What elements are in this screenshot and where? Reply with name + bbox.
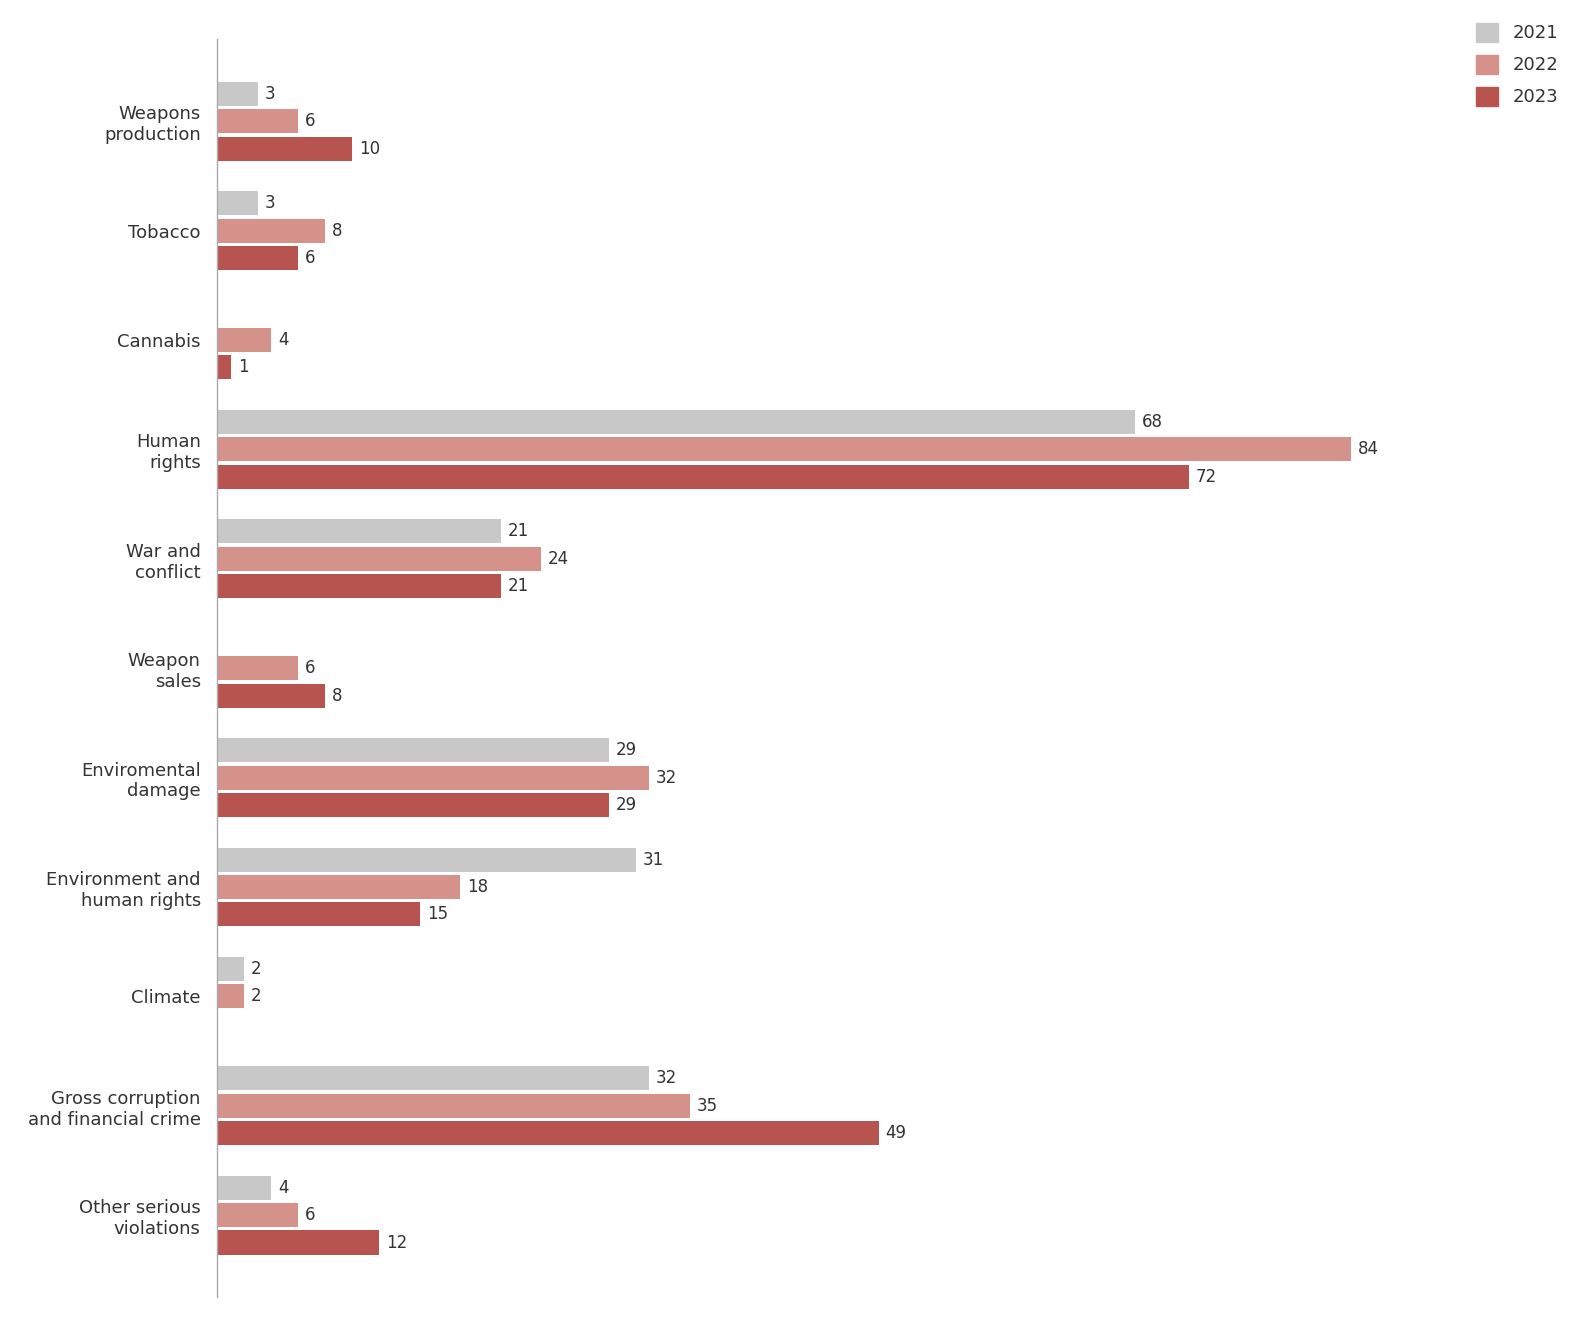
Text: 15: 15 xyxy=(426,905,448,924)
Legend: 2021, 2022, 2023: 2021, 2022, 2023 xyxy=(1477,23,1558,106)
Bar xyxy=(217,848,636,872)
Text: 72: 72 xyxy=(1196,468,1217,486)
Bar xyxy=(217,191,258,215)
Bar xyxy=(217,984,244,1008)
Bar xyxy=(217,792,609,818)
Bar xyxy=(217,684,325,708)
Text: 4: 4 xyxy=(278,331,289,348)
Bar xyxy=(217,519,501,543)
Text: 10: 10 xyxy=(359,139,380,158)
Text: 32: 32 xyxy=(656,768,678,787)
Text: 6: 6 xyxy=(305,660,316,677)
Text: 12: 12 xyxy=(386,1234,407,1252)
Bar xyxy=(217,738,609,762)
Bar xyxy=(217,1093,691,1118)
Text: 29: 29 xyxy=(616,796,636,814)
Bar xyxy=(217,656,298,680)
Text: 31: 31 xyxy=(643,851,664,869)
Bar xyxy=(217,1121,879,1145)
Text: 2: 2 xyxy=(250,987,262,1006)
Bar xyxy=(217,957,244,980)
Text: 2: 2 xyxy=(250,961,262,978)
Text: 68: 68 xyxy=(1142,413,1163,431)
Text: 21: 21 xyxy=(507,522,530,541)
Text: 35: 35 xyxy=(697,1097,718,1114)
Text: 8: 8 xyxy=(332,221,343,240)
Bar xyxy=(217,902,419,926)
Bar xyxy=(217,329,271,352)
Text: 21: 21 xyxy=(507,578,530,595)
Text: 49: 49 xyxy=(885,1124,906,1142)
Bar xyxy=(217,1203,298,1227)
Text: 84: 84 xyxy=(1357,440,1380,458)
Text: 4: 4 xyxy=(278,1179,289,1196)
Text: 3: 3 xyxy=(265,195,276,212)
Bar xyxy=(217,355,231,379)
Bar xyxy=(217,547,541,571)
Text: 8: 8 xyxy=(332,686,343,705)
Bar xyxy=(217,82,258,106)
Bar xyxy=(217,437,1351,461)
Bar xyxy=(217,109,298,134)
Text: 18: 18 xyxy=(467,878,488,896)
Text: 1: 1 xyxy=(238,358,249,376)
Bar xyxy=(217,766,649,790)
Text: 6: 6 xyxy=(305,1206,316,1224)
Bar xyxy=(217,1231,380,1255)
Bar xyxy=(217,574,501,598)
Bar xyxy=(217,874,461,900)
Bar xyxy=(217,1067,649,1090)
Text: 3: 3 xyxy=(265,85,276,103)
Bar xyxy=(217,1175,271,1200)
Text: 6: 6 xyxy=(305,249,316,266)
Bar xyxy=(217,246,298,270)
Bar xyxy=(217,465,1190,489)
Text: 32: 32 xyxy=(656,1069,678,1088)
Text: 24: 24 xyxy=(549,550,569,568)
Bar xyxy=(217,219,325,242)
Text: 6: 6 xyxy=(305,113,316,130)
Bar xyxy=(217,409,1136,435)
Text: 29: 29 xyxy=(616,741,636,759)
Bar xyxy=(217,136,352,160)
